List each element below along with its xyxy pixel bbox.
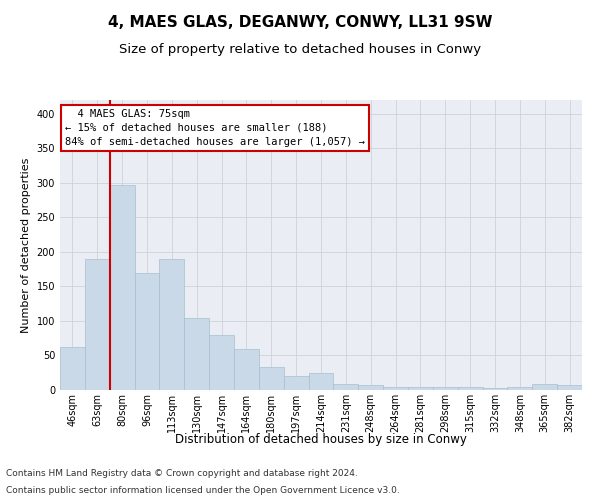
Bar [482,388,508,390]
Bar [134,272,160,390]
Bar [532,384,557,390]
Bar [308,374,334,390]
Bar [358,385,383,390]
Y-axis label: Number of detached properties: Number of detached properties [21,158,31,332]
Text: 4 MAES GLAS: 75sqm  
← 15% of detached houses are smaller (188)
84% of semi-deta: 4 MAES GLAS: 75sqm ← 15% of detached hou… [65,108,365,146]
Bar [184,318,209,390]
Bar [508,386,532,390]
Bar [209,335,234,390]
Bar [160,259,184,390]
Bar [259,367,284,390]
Bar [110,185,134,390]
Bar [334,384,358,390]
Bar [433,386,458,390]
Bar [458,387,482,390]
Bar [284,376,308,390]
Text: 4, MAES GLAS, DEGANWY, CONWY, LL31 9SW: 4, MAES GLAS, DEGANWY, CONWY, LL31 9SW [108,15,492,30]
Text: Contains public sector information licensed under the Open Government Licence v3: Contains public sector information licen… [6,486,400,495]
Bar [234,348,259,390]
Bar [60,346,85,390]
Bar [557,385,582,390]
Text: Contains HM Land Registry data © Crown copyright and database right 2024.: Contains HM Land Registry data © Crown c… [6,468,358,477]
Bar [85,259,110,390]
Bar [383,386,408,390]
Bar [408,386,433,390]
Text: Distribution of detached houses by size in Conwy: Distribution of detached houses by size … [175,432,467,446]
Text: Size of property relative to detached houses in Conwy: Size of property relative to detached ho… [119,42,481,56]
